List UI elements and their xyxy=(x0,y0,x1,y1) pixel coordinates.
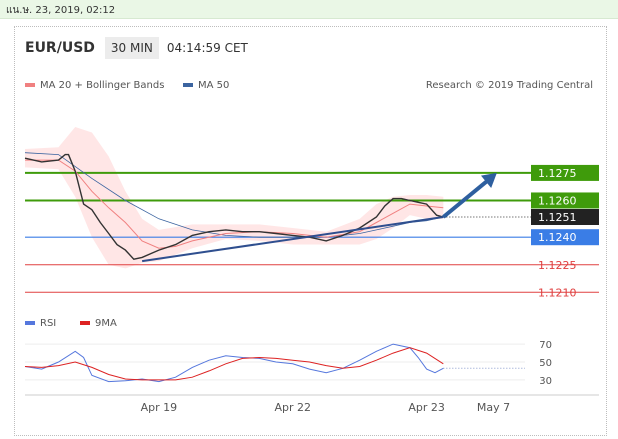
rsi-tick-label-0: 70 xyxy=(539,340,552,351)
x-tick-label-2: Apr 23 xyxy=(408,401,445,414)
legend-swatch-0 xyxy=(25,83,35,87)
level-label-bg-0 xyxy=(531,164,599,181)
level-label-2: 1.1240 xyxy=(538,231,577,244)
rsi-legend-swatch-0 xyxy=(25,321,35,325)
credit-text: Research © 2019 Trading Central xyxy=(426,80,593,91)
forecast-arrow-shaft xyxy=(442,176,493,219)
level-label-3: 1.1225 xyxy=(538,259,577,272)
rsi-legend-label-0: RSI xyxy=(40,318,56,329)
rsi-legend-swatch-1 xyxy=(80,321,90,325)
rsi-ma9-line xyxy=(24,347,444,381)
chart-panel: EUR/USD 30 MIN 04:14:59 CET MA 20 + Boll… xyxy=(14,26,607,436)
price-line xyxy=(24,153,444,260)
time-label: 04:14:59 CET xyxy=(166,41,248,55)
level-label-1: 1.1260 xyxy=(538,194,577,207)
x-tick-label-1: Apr 22 xyxy=(274,401,311,414)
current-price-bg xyxy=(531,209,599,225)
legend-label-1: MA 50 xyxy=(198,80,229,91)
level-label-bg-1 xyxy=(531,192,599,209)
timeframe-badge[interactable]: 30 MIN xyxy=(104,37,159,59)
chart-header: EUR/USD 30 MIN 04:14:59 CET xyxy=(25,37,248,59)
rsi-legend-label-1: 9MA xyxy=(95,318,117,329)
ma20-line xyxy=(25,159,444,249)
x-tick-label-3: May 7 xyxy=(477,401,510,414)
legend-swatch-1 xyxy=(183,83,193,87)
price-chart: MA 20 + Bollinger Bands MA 50 Research © 2… xyxy=(24,80,599,414)
date-text: แน.ษ. 23, 2019, 02:12 xyxy=(6,5,116,16)
level-label-0: 1.1275 xyxy=(538,167,577,180)
rsi-tick-label-2: 30 xyxy=(539,376,552,387)
level-label-bg-2 xyxy=(531,229,599,246)
date-bar: แน.ษ. 23, 2019, 02:12 xyxy=(0,0,618,19)
forecast-arrow-head xyxy=(480,172,497,188)
current-price-label: 1.1251 xyxy=(538,211,577,224)
legend-label-0: MA 20 + Bollinger Bands xyxy=(40,80,164,91)
trendline xyxy=(141,216,444,263)
rsi-line xyxy=(24,343,444,383)
x-tick-label-0: Apr 19 xyxy=(141,401,178,414)
level-label-4: 1.1210 xyxy=(538,286,577,299)
ma50-line xyxy=(24,152,444,238)
symbol-label[interactable]: EUR/USD xyxy=(25,40,95,56)
rsi-tick-label-1: 50 xyxy=(539,358,552,369)
